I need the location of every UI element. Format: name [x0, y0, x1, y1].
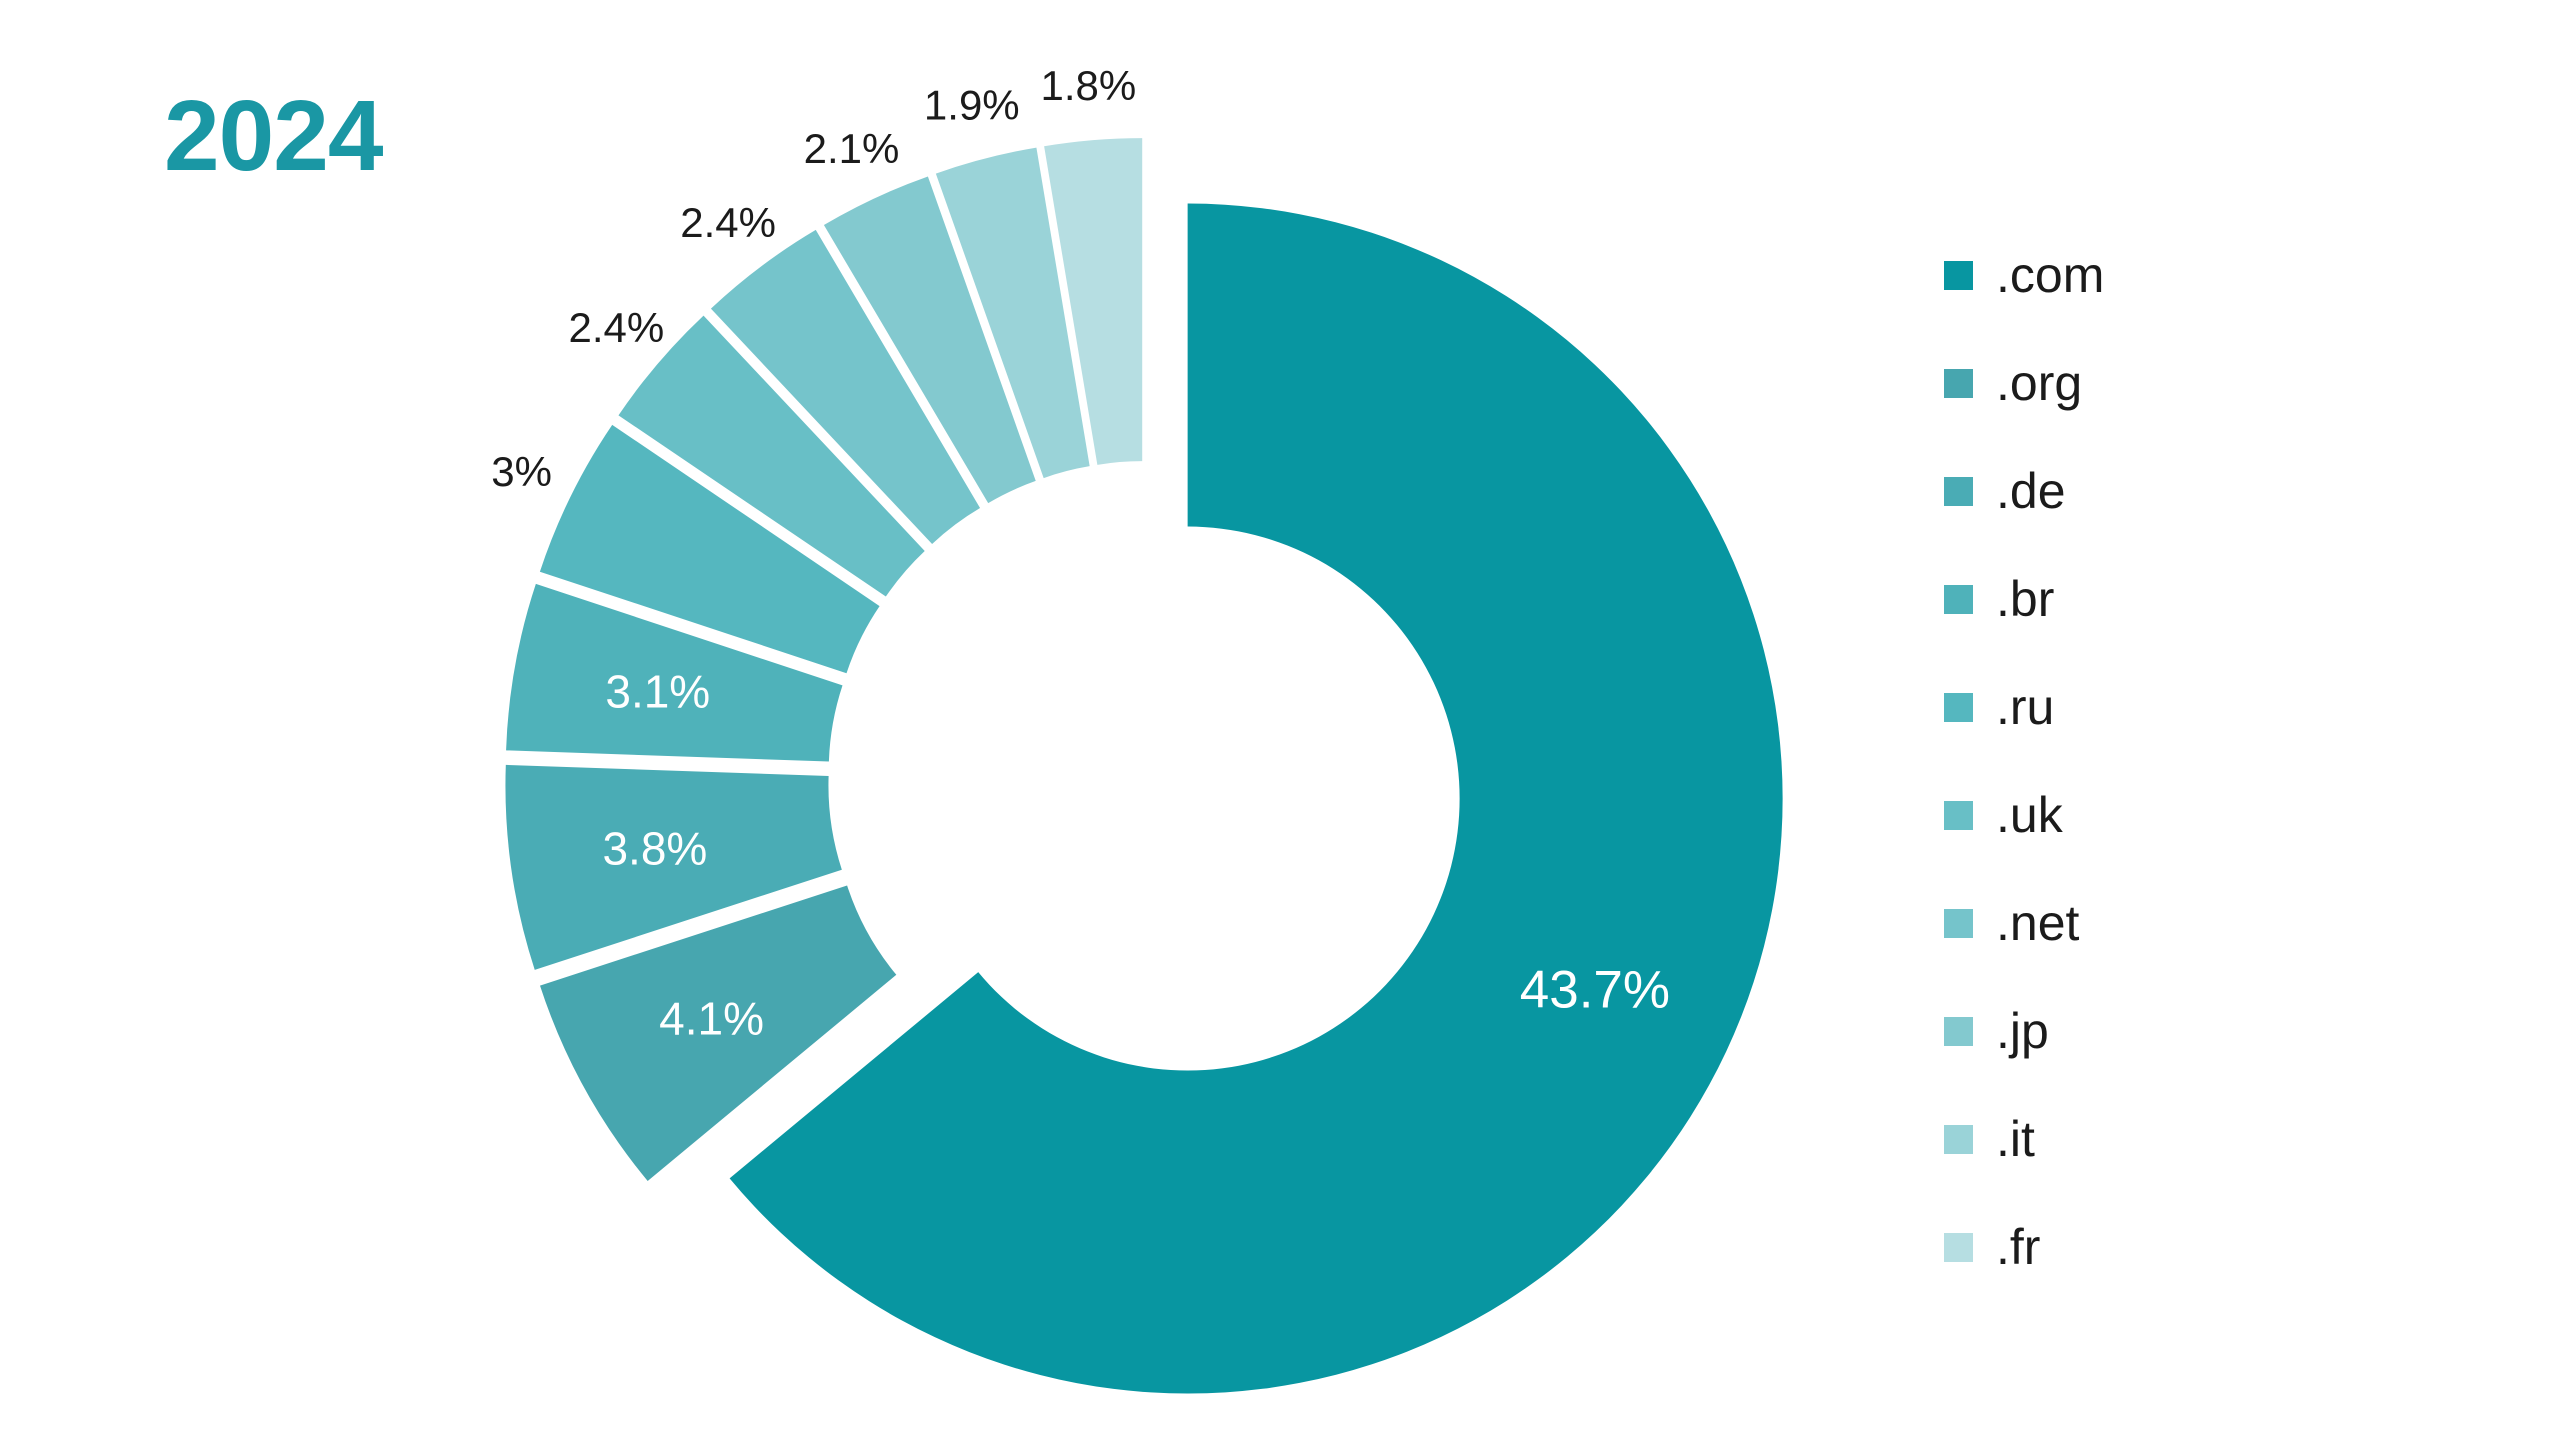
- pie-slice-it: [935, 147, 1090, 479]
- legend-label-br: .br: [1996, 571, 2055, 627]
- slice-label-uk: 2.4%: [569, 304, 665, 351]
- pie-slice-de: [505, 764, 842, 970]
- legend-label-fr: .fr: [1996, 1219, 2041, 1275]
- legend-label-de: .de: [1996, 463, 2066, 519]
- pie-slice-net: [710, 229, 981, 545]
- pie-slice-jp: [823, 176, 1036, 504]
- legend-marker-de: [1944, 476, 1973, 506]
- legend-item-com: .com: [1944, 241, 2104, 309]
- legend-marker-uk: [1944, 800, 1973, 830]
- legend-label-com: .com: [1996, 247, 2105, 303]
- legend-marker-ru: [1944, 692, 1973, 722]
- slice-label-fr: 1.8%: [1041, 62, 1137, 109]
- legend-label-ru: .ru: [1996, 679, 2055, 735]
- slice-label-it: 1.9%: [924, 82, 1020, 129]
- legend-item-fr: .fr: [1944, 1213, 2104, 1281]
- pie-slice-uk: [618, 315, 925, 597]
- legend-label-uk: .uk: [1996, 787, 2063, 843]
- pie-slice-fr: [1044, 138, 1143, 465]
- legend-item-uk: .uk: [1944, 781, 2104, 849]
- slice-label-com: 43.7%: [1520, 960, 1670, 1019]
- slice-label-de: 3.8%: [602, 822, 707, 874]
- legend-label-jp: .jp: [1996, 1003, 2049, 1059]
- slice-label-net: 2.4%: [680, 199, 776, 246]
- legend-marker-fr: [1944, 1232, 1973, 1262]
- pie-slice-org: [540, 885, 897, 1181]
- legend-item-ru: .ru: [1944, 673, 2104, 741]
- slice-label-jp: 2.1%: [804, 125, 900, 172]
- legend-item-it: .it: [1944, 1105, 2104, 1173]
- slice-label-ru: 3%: [491, 448, 552, 495]
- slice-label-br: 3.1%: [605, 666, 710, 718]
- legend-label-it: .it: [1996, 1111, 2035, 1167]
- legend-item-br: .br: [1944, 565, 2104, 633]
- legend-marker-br: [1944, 584, 1973, 614]
- legend-marker-com: [1944, 260, 1973, 290]
- legend-item-de: .de: [1944, 457, 2104, 525]
- legend-marker-it: [1944, 1124, 1973, 1154]
- legend: .com .org .de .br .ru .uk .net .jp .it .fr: [1944, 241, 2104, 1321]
- legend-label-org: .org: [1996, 355, 2083, 411]
- legend-item-org: .org: [1944, 349, 2104, 417]
- legend-marker-net: [1944, 908, 1973, 938]
- pie-slice-br: [506, 583, 843, 762]
- pie-slice-com: [729, 203, 1783, 1394]
- legend-marker-org: [1944, 368, 1973, 398]
- legend-label-net: .net: [1996, 895, 2080, 951]
- legend-item-net: .net: [1944, 889, 2104, 957]
- legend-item-jp: .jp: [1944, 997, 2104, 1065]
- pie-slice-ru: [539, 424, 880, 674]
- chart-title: 2024: [164, 80, 383, 192]
- slice-label-org: 4.1%: [659, 992, 764, 1044]
- legend-marker-jp: [1944, 1016, 1973, 1046]
